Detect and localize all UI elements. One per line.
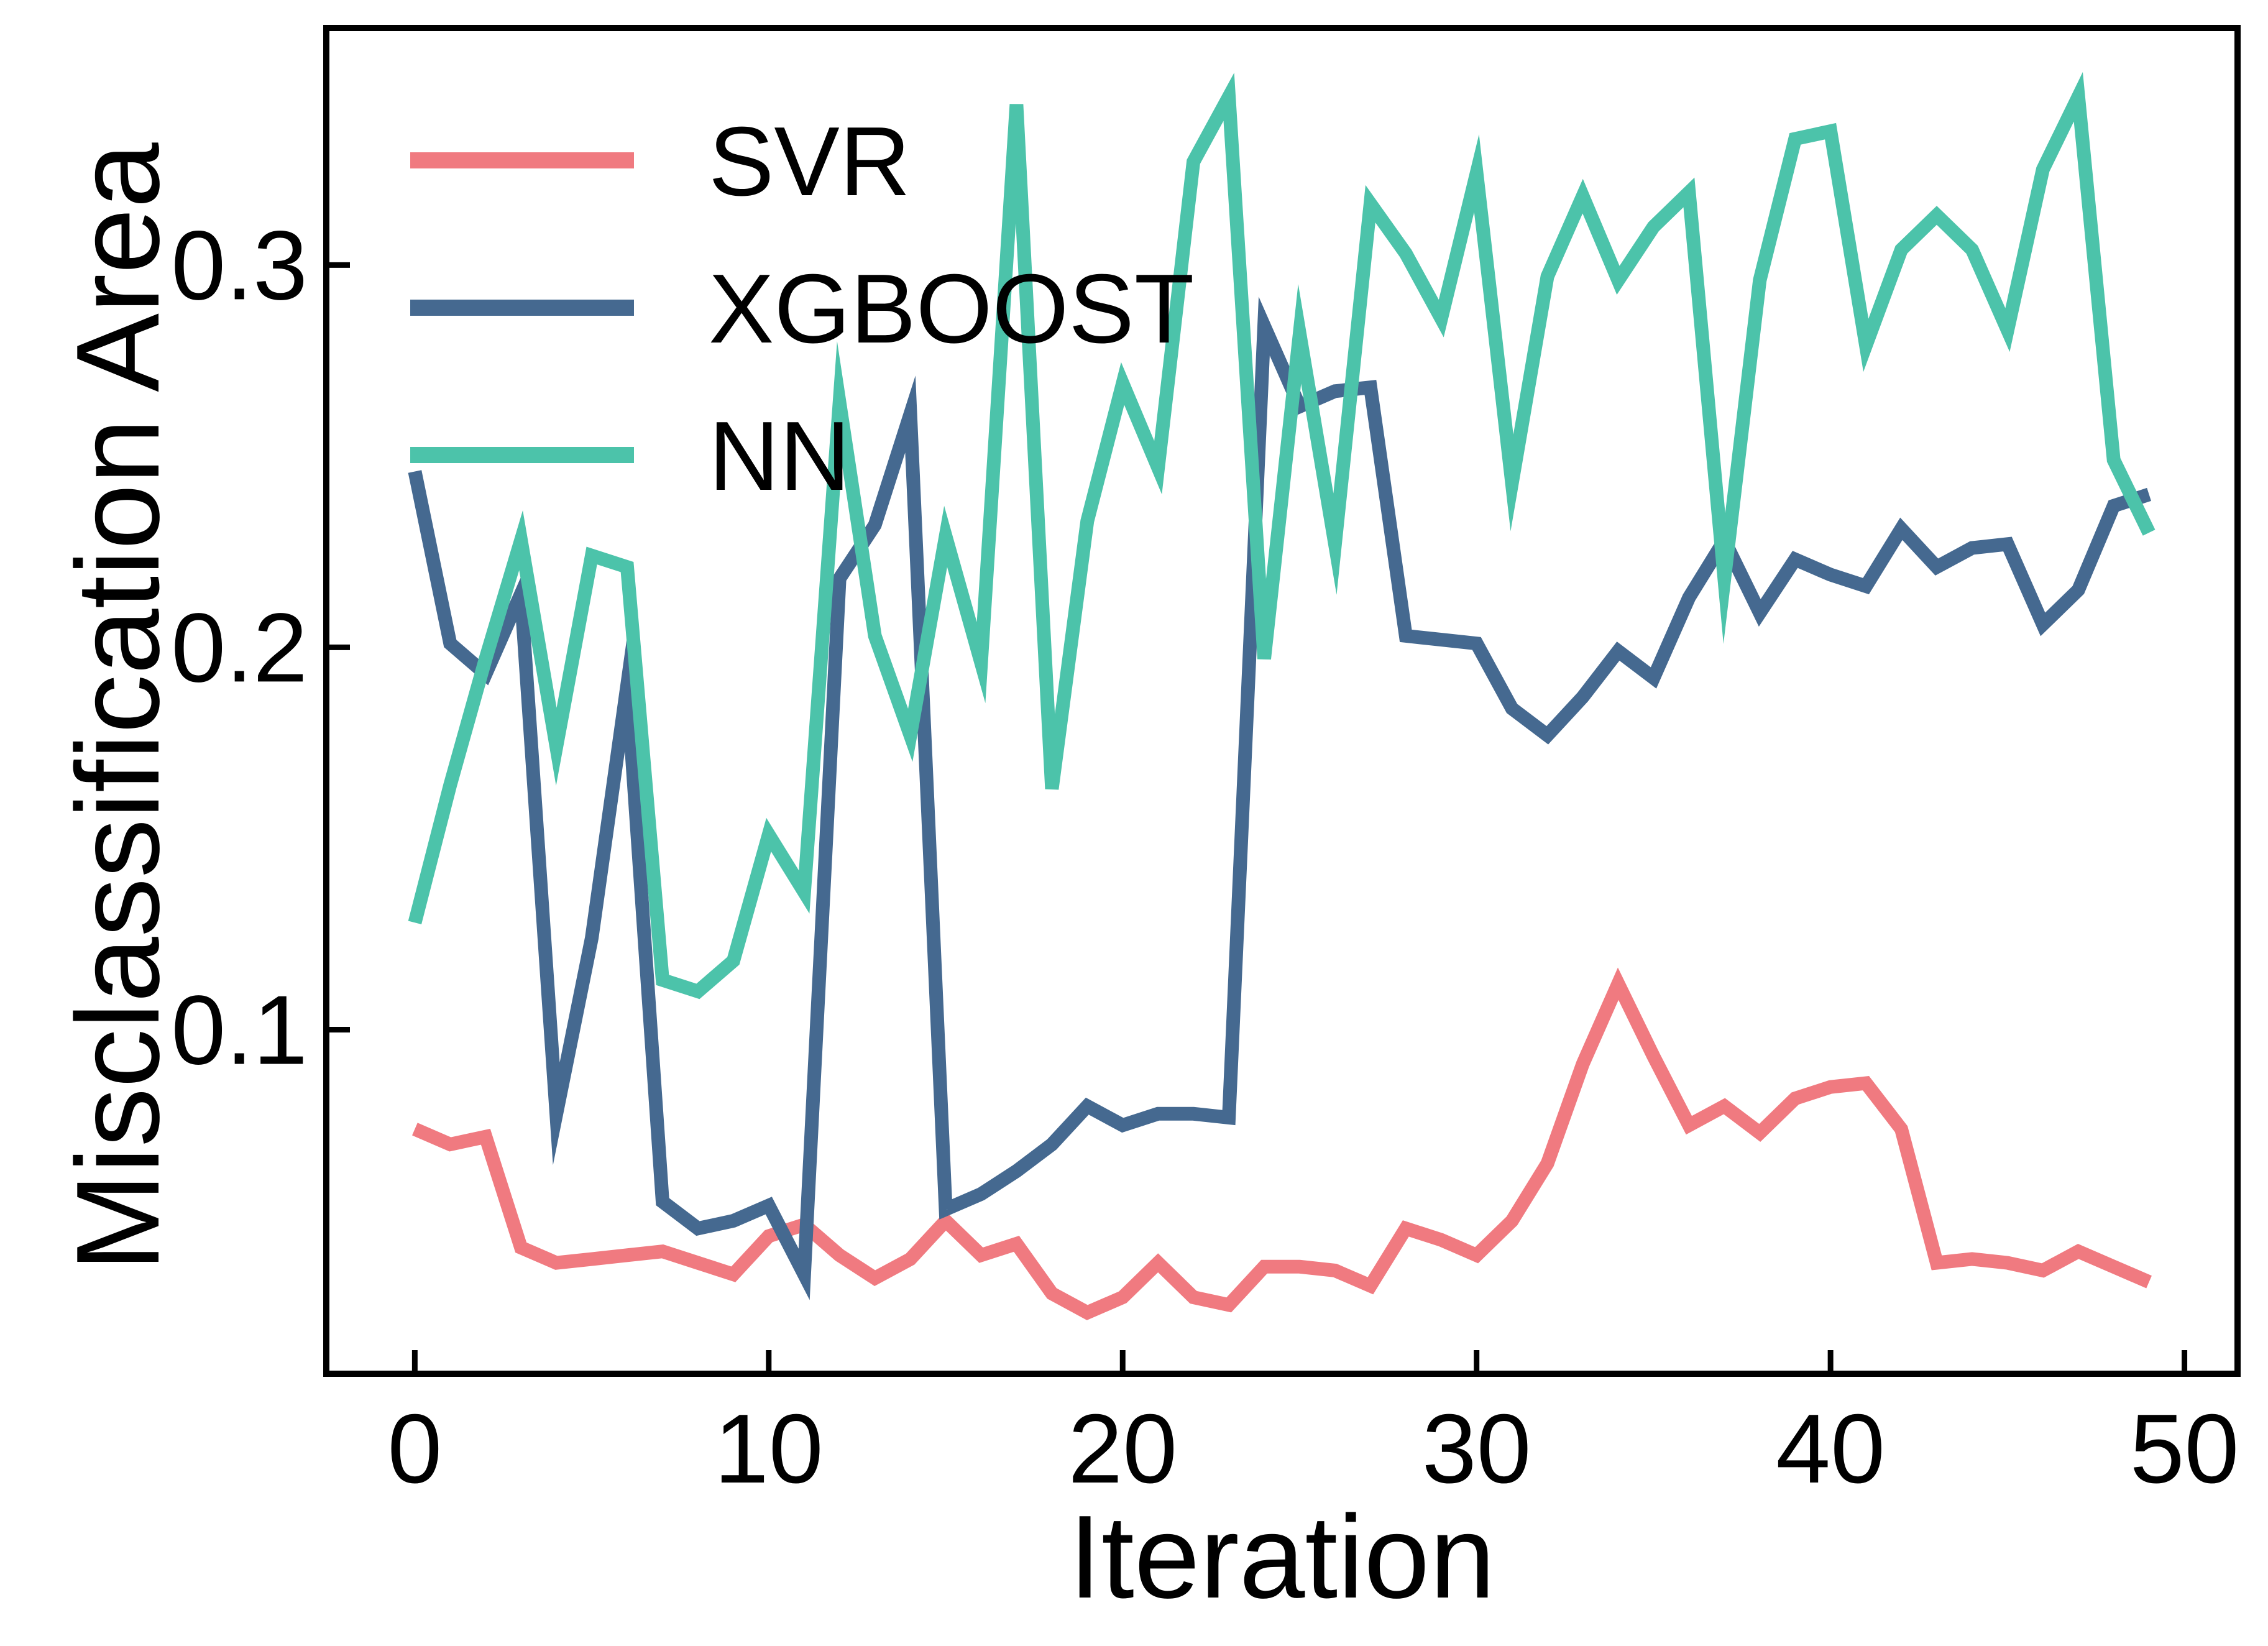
plot-frame (323, 25, 2241, 1377)
x-tick-label: 10 (714, 1394, 824, 1504)
x-tick-label: 0 (387, 1394, 442, 1504)
series-lines (408, 71, 2156, 1320)
series-line-xgboost (408, 297, 2151, 1300)
legend-label-svr: SVR (709, 107, 911, 216)
legend-label-xgboost: XGBOOST (709, 254, 1194, 364)
legend-label-nn: NN (709, 402, 850, 511)
axis-ticks: 0 10 20 30 40 50 0.1 0.2 0.3 (171, 211, 2239, 1504)
series-line-svr (412, 967, 2152, 1320)
y-tick-label: 0.3 (171, 211, 308, 320)
x-tick-label: 40 (1776, 1394, 1885, 1504)
legend: SVR XGBOOST NN (410, 107, 1194, 511)
y-axis-label: Misclassification Area (52, 142, 184, 1272)
y-tick-label: 0.2 (171, 593, 308, 702)
series-line-nn (408, 71, 2156, 1000)
x-tick-label: 30 (1422, 1394, 1531, 1504)
y-tick-label: 0.1 (171, 975, 308, 1085)
x-tick-label: 50 (2130, 1394, 2239, 1504)
x-tick-label: 20 (1068, 1394, 1177, 1504)
x-axis-label: Iteration (1068, 1491, 1495, 1623)
